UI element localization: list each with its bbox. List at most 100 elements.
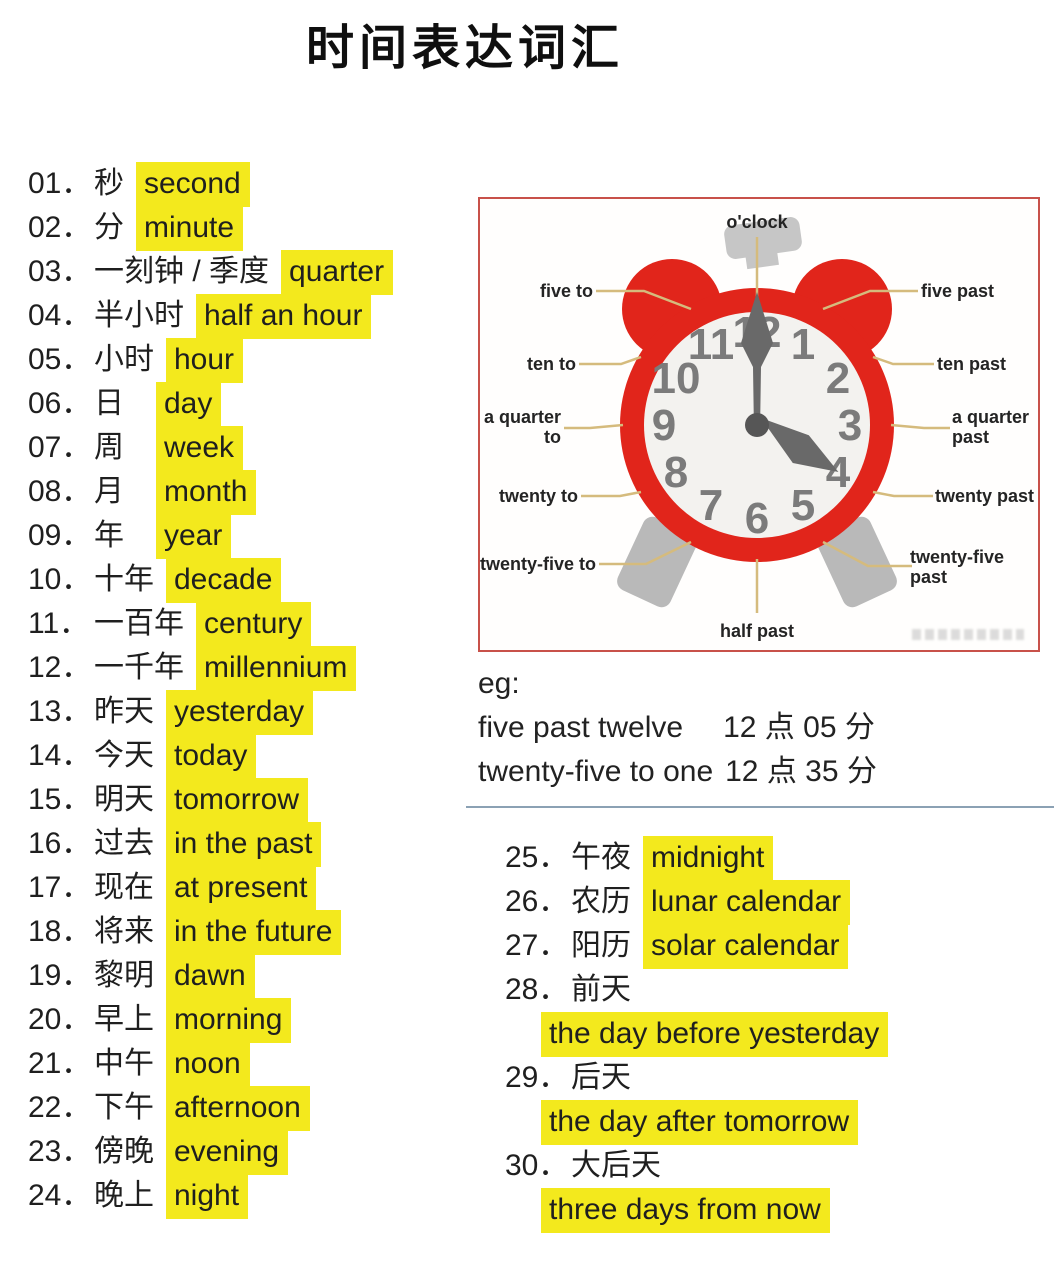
item-number: 26． [505,885,569,918]
vocab-list-left: 01．秒 second 02．分 minute 03．一刻钟 / 季度 quarter 04… [28,162,394,1219]
list-item: 23．傍晚 evening [28,1130,393,1175]
item-chinese: 前天 [571,973,631,1006]
item-chinese: 中午 [94,1047,154,1080]
list-item: 25．午夜 midnight [505,836,888,881]
list-item: 27．阳历 solar calendar [505,924,888,969]
item-number: 19． [28,959,92,992]
example-prefix: eg: [478,667,520,700]
item-chinese: 月 [94,475,124,508]
item-number: 16． [28,827,92,860]
clock-leg-right [817,516,897,608]
clock-label-five-past: five past [921,281,994,301]
item-chinese: 半小时 [94,299,184,332]
list-item: the day after tomorrow [505,1100,888,1145]
item-chinese: 后天 [571,1061,631,1094]
item-number: 05． [28,343,92,376]
item-english-highlight: at present [166,866,317,911]
item-number: 11． [28,607,90,640]
connector-quarter-past [890,423,950,430]
connector-ten-past [872,355,934,366]
item-number: 06． [28,387,92,420]
clock-number: 2 [826,354,850,403]
clock-number: 4 [826,448,851,497]
list-item: 24．晚上 night [28,1174,393,1219]
list-item: 14．今天 today [28,734,393,779]
list-item: 03．一刻钟 / 季度 quarter [28,250,394,295]
item-chinese: 傍晚 [94,1135,154,1168]
item-number: 18． [28,915,92,948]
list-item: 16．过去 in the past [28,822,393,867]
clock-leg-left [617,516,697,608]
watermark [912,629,1024,640]
clock-number: 8 [664,448,688,497]
item-english-highlight: minute [136,206,244,251]
clock-label-half-past: half past [720,621,794,641]
item-chinese: 明天 [94,783,154,816]
connector-five-to [596,289,692,311]
item-chinese: 晚上 [94,1179,154,1212]
item-english-highlight: lunar calendar [643,880,851,925]
list-item: 28．前天 [505,968,888,1012]
example-block: eg: five past twelve 12 点 05 分 twenty-fiv… [478,662,877,794]
item-number: 24． [28,1179,92,1212]
item-english-highlight: the day after tomorrow [541,1100,859,1145]
list-item: 21．中午 noon [28,1042,393,1087]
item-english-highlight: half an hour [196,294,372,339]
item-english-highlight: the day before yesterday [541,1012,889,1057]
clock-numbers: 121234567891011 [652,308,863,543]
item-number: 08． [28,475,92,508]
example-chinese: 12 点 05 分 [723,711,875,744]
item-number: 27． [505,929,569,962]
item-number: 21． [28,1047,92,1080]
item-chinese: 午夜 [571,841,631,874]
item-english-highlight: decade [166,558,282,603]
item-chinese: 阳历 [571,929,631,962]
item-chinese: 黎明 [94,959,154,992]
minute-hand [741,292,773,433]
clock-label-oclock: o'clock [726,212,788,232]
item-english-highlight: evening [166,1130,289,1175]
item-english-highlight: yesterday [166,690,314,735]
item-number: 29． [505,1061,569,1094]
item-chinese: 一刻钟 / 季度 [94,255,270,288]
item-english-highlight: in the past [166,822,322,867]
clock-winder [724,217,802,259]
clock-label-twenty-five-past-line2: past [910,567,947,587]
clock-label-quarter-to-line2: to [544,427,561,447]
item-english-highlight: solar calendar [643,924,849,969]
list-item: 07．周 week [28,426,393,471]
item-number: 13． [28,695,92,728]
item-english-highlight: month [156,470,257,515]
example-chinese: 12 点 35 分 [725,755,877,788]
list-item: 17．现在 at present [28,866,393,911]
connector-twenty-five-past [822,540,912,568]
item-chinese: 周 [94,431,124,464]
clock-label-twenty-to: twenty to [499,486,578,506]
item-number: 15． [28,783,92,816]
connector-twenty-past [872,490,933,498]
list-item: 13．昨天 yesterday [28,690,393,735]
section-divider [466,806,1054,808]
item-english-highlight: today [166,734,257,779]
list-item: 10．十年 decade [28,558,393,603]
list-item: the day before yesterday [505,1012,889,1057]
list-item: 01．秒 second [28,162,393,207]
example-english: five past twelve [478,711,684,744]
item-number: 09． [28,519,92,552]
item-chinese: 今天 [94,739,154,772]
list-item: 09．年 year [28,514,393,559]
list-item: 26．农历 lunar calendar [505,880,888,925]
item-number: 10． [28,563,92,596]
clock-label-twenty-five-to: twenty-five to [480,554,596,574]
list-item: 12．一千年 millennium [28,646,393,691]
item-chinese: 小时 [94,343,154,376]
connector-five-past [822,289,918,311]
vocab-list-right: 25．午夜 midnight 26．农历 lunar calendar 27．阳历 sol… [505,836,889,1233]
item-chinese: 分 [94,211,124,244]
item-english-highlight: in the future [166,910,342,955]
item-number: 07． [28,431,92,464]
clock-label-quarter-past-line1: a quarter [952,407,1029,427]
item-number: 01． [28,167,92,200]
item-english-highlight: noon [166,1042,250,1087]
